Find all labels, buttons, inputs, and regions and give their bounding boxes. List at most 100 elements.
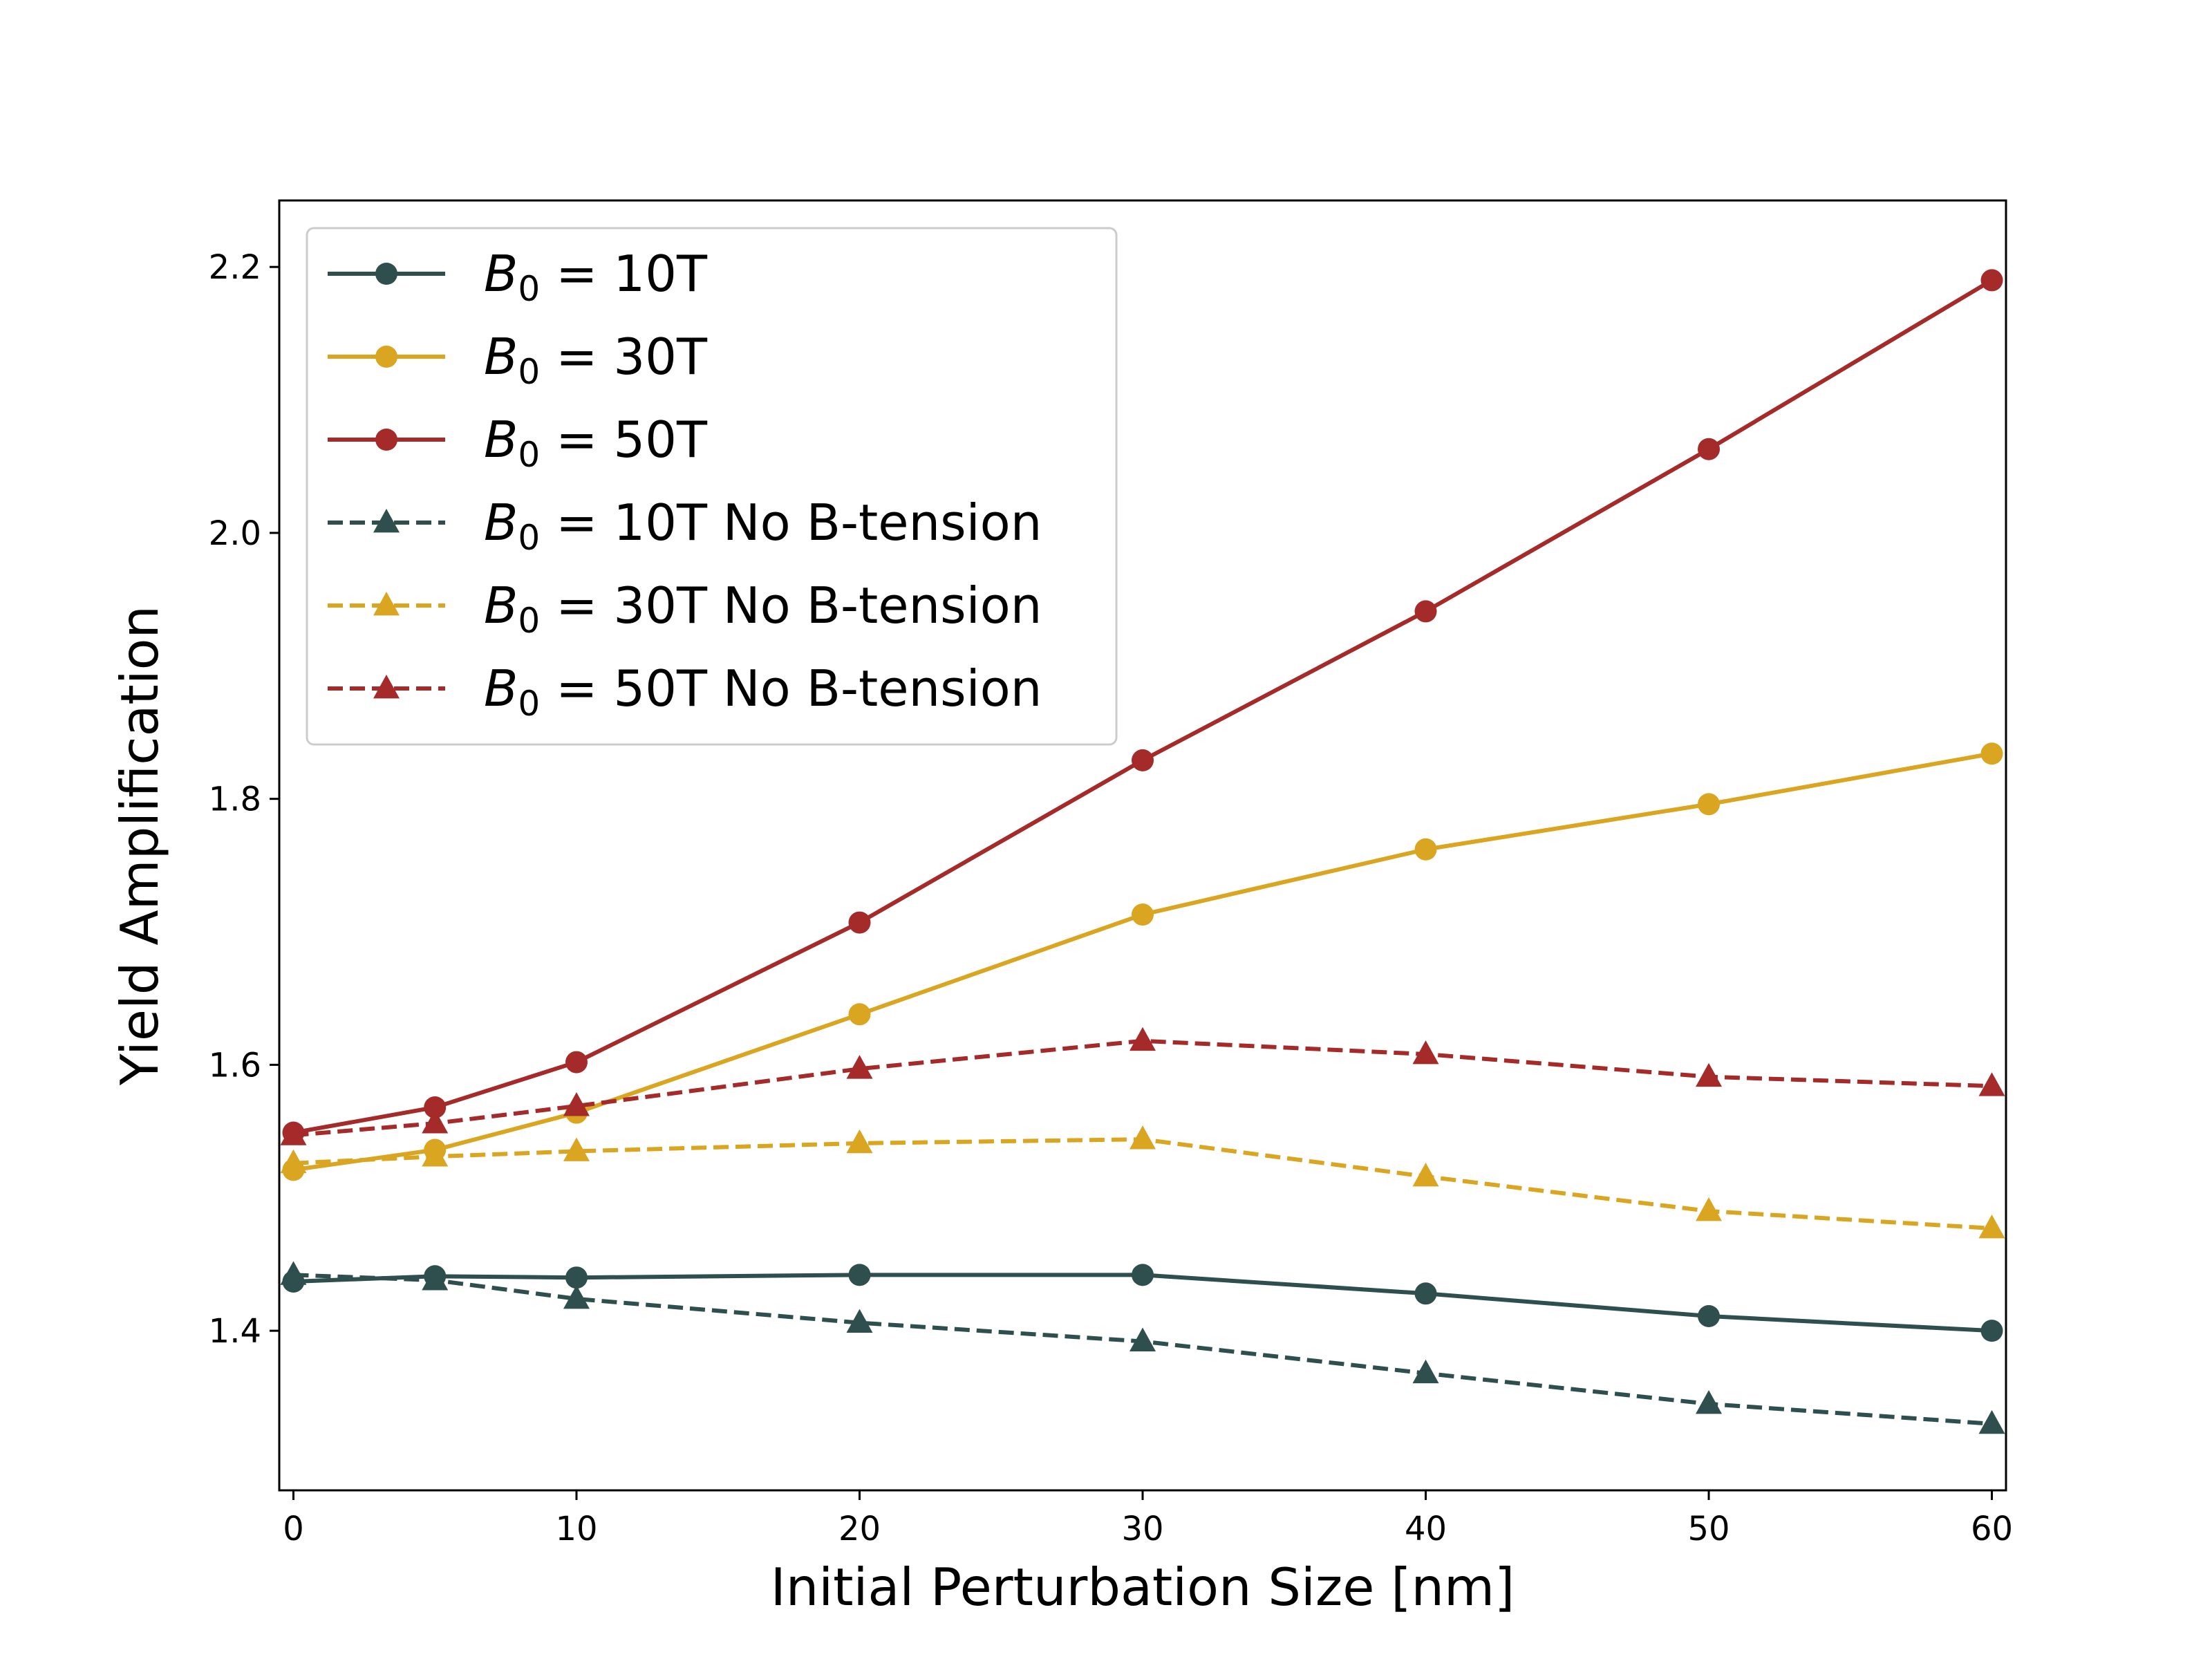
- data-point: [848, 1264, 871, 1286]
- y-tick-label: 1.8: [209, 780, 261, 819]
- x-tick-label: 30: [1121, 1510, 1163, 1548]
- data-point: [1980, 269, 2003, 292]
- legend-entry: B0 = 10T: [328, 245, 708, 309]
- legend-symbol: B: [484, 494, 518, 552]
- legend-rest: = 10T: [540, 245, 708, 303]
- series-line: [293, 751, 1993, 1172]
- data-point: [1696, 1197, 1723, 1221]
- legend-entry: B0 = 50T: [328, 411, 708, 475]
- legend-entry: B0 = 10T No B-tension: [328, 494, 1042, 558]
- series-5: [280, 1125, 2005, 1239]
- legend-subscript: 0: [518, 518, 540, 558]
- axis-ticks: 0 10 20 30 40 50 60 1.4 1.6 1.8 2.0 2.2: [209, 248, 2013, 1548]
- x-tick-label: 10: [555, 1510, 597, 1548]
- data-point: [1130, 1027, 1156, 1051]
- data-point: [424, 1096, 447, 1118]
- legend-rest: = 10T No B-tension: [540, 494, 1042, 552]
- y-tick-label: 2.0: [209, 514, 261, 553]
- legend-label: B0 = 10T: [484, 245, 708, 309]
- data-point: [846, 1309, 873, 1333]
- data-point: [422, 1109, 449, 1134]
- data-point: [1132, 1264, 1154, 1286]
- series-line: [293, 1137, 1992, 1231]
- legend-label: B0 = 10T No B-tension: [484, 494, 1042, 558]
- legend-swatch-marker: [375, 346, 397, 368]
- x-tick-label: 40: [1405, 1510, 1447, 1548]
- data-point: [1698, 793, 1721, 816]
- legend-subscript: 0: [518, 601, 540, 641]
- data-point: [1978, 1215, 2005, 1239]
- data-point: [1412, 1040, 1439, 1065]
- data-point: [1132, 749, 1154, 771]
- legend-subscript: 0: [518, 352, 540, 392]
- series-line: [293, 1038, 1992, 1138]
- legend-rest: = 30T No B-tension: [540, 577, 1042, 635]
- legend-rest: = 50T: [540, 411, 708, 469]
- y-axis-label: Yield Amplification: [109, 606, 170, 1086]
- data-point: [1980, 742, 2003, 765]
- y-tick-label: 1.4: [209, 1312, 261, 1351]
- legend-symbol: B: [484, 411, 518, 469]
- legend-label: B0 = 50T No B-tension: [484, 659, 1042, 724]
- series-layer: [280, 269, 2005, 1434]
- series-1: [282, 1264, 2003, 1342]
- data-point: [1980, 1320, 2003, 1342]
- legend-swatch-marker: [375, 429, 397, 451]
- series-line: [293, 1273, 1992, 1426]
- y-tick-label: 1.6: [209, 1046, 261, 1085]
- data-point: [1698, 1304, 1721, 1327]
- legend-subscript: 0: [518, 435, 540, 475]
- data-point: [848, 911, 871, 934]
- data-point: [563, 1284, 590, 1309]
- legend-label: B0 = 30T: [484, 328, 708, 392]
- legend-swatch-marker: [375, 263, 397, 285]
- legend-subscript: 0: [518, 269, 540, 309]
- legend-symbol: B: [484, 659, 518, 718]
- series-4: [280, 1261, 2005, 1434]
- data-point: [848, 1003, 871, 1026]
- legend-entry: B0 = 50T No B-tension: [328, 659, 1042, 724]
- data-point: [1412, 1163, 1439, 1187]
- data-point: [846, 1129, 873, 1154]
- data-point: [563, 1137, 590, 1161]
- data-point: [846, 1055, 873, 1079]
- series-3: [282, 269, 2003, 1144]
- series-line: [292, 278, 1994, 1135]
- data-point: [563, 1092, 590, 1116]
- legend-label: B0 = 30T No B-tension: [484, 577, 1042, 641]
- data-point: [1696, 1062, 1723, 1087]
- legend-symbol: B: [484, 577, 518, 635]
- legend-swatch-marker: [373, 592, 400, 616]
- series-line: [293, 1273, 1992, 1333]
- data-point: [1978, 1072, 2005, 1096]
- data-point: [565, 1266, 588, 1289]
- legend-swatch-marker: [373, 675, 400, 699]
- x-tick-label: 0: [283, 1510, 304, 1548]
- data-point: [280, 1261, 307, 1285]
- data-point: [422, 1266, 449, 1291]
- data-point: [1414, 1282, 1437, 1305]
- data-point: [1130, 1125, 1156, 1150]
- legend-entry: B0 = 30T: [328, 328, 708, 392]
- legend-subscript: 0: [518, 684, 540, 724]
- plot-frame: [278, 199, 2007, 1492]
- data-point: [1412, 1359, 1439, 1384]
- y-tick-label: 2.2: [209, 248, 261, 287]
- data-point: [1698, 438, 1721, 460]
- series-6: [280, 1027, 2005, 1145]
- data-point: [1414, 600, 1437, 623]
- legend-rest: = 50T No B-tension: [540, 659, 1042, 718]
- data-point: [280, 1149, 307, 1174]
- data-point: [565, 1051, 588, 1074]
- x-axis-label: Initial Perturbation Size [nm]: [771, 1557, 1515, 1618]
- data-point: [1414, 838, 1437, 861]
- data-point: [422, 1143, 449, 1167]
- x-tick-label: 60: [1971, 1510, 2013, 1548]
- legend-rest: = 30T: [540, 328, 708, 386]
- data-point: [1132, 903, 1154, 926]
- data-point: [1978, 1409, 2005, 1434]
- legend-frame: [306, 227, 1118, 746]
- data-point: [280, 1121, 307, 1145]
